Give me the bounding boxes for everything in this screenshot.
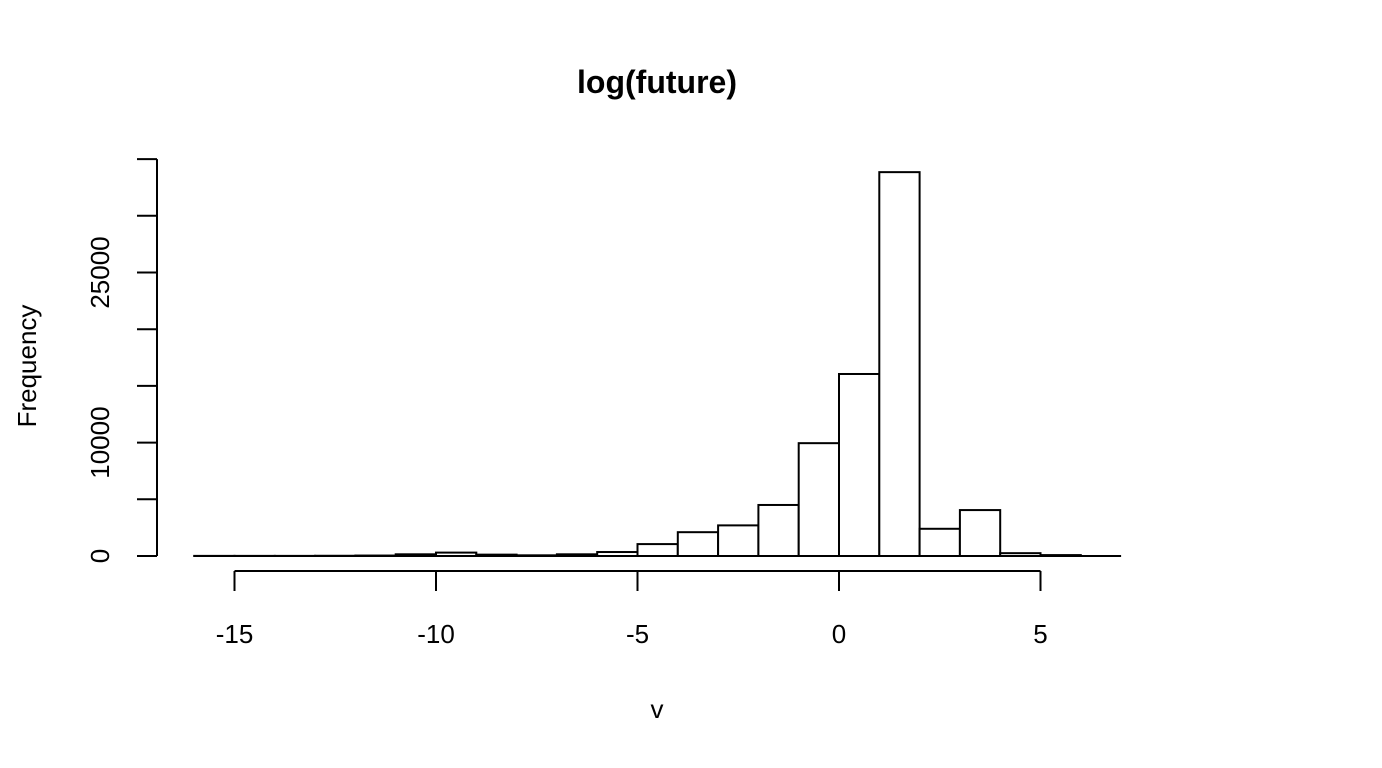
x-tick-label: -15 xyxy=(216,619,254,649)
x-tick-label: 5 xyxy=(1033,619,1047,649)
y-axis: 0 10000 25000 xyxy=(85,158,158,563)
histogram-bar xyxy=(1039,554,1082,557)
x-axis-label: v xyxy=(651,694,664,724)
y-tick-label: 25000 xyxy=(85,236,115,308)
histogram-bar xyxy=(676,531,720,557)
y-axis-label: Frequency xyxy=(12,305,42,428)
y-tick-label: 0 xyxy=(85,549,115,563)
x-tick-label: -10 xyxy=(417,619,455,649)
x-tick-label: -5 xyxy=(626,619,649,649)
y-tick-label: 10000 xyxy=(85,406,115,478)
x-tick-label: 0 xyxy=(832,619,846,649)
bars-group xyxy=(193,171,1122,558)
histogram-bar xyxy=(475,553,518,558)
x-axis: -15 -10 -5 0 5 xyxy=(216,570,1048,649)
histogram-bar xyxy=(394,553,438,558)
histogram-bar xyxy=(757,503,800,557)
histogram-bar xyxy=(878,171,921,558)
histogram-bar xyxy=(717,524,760,558)
histogram-bar xyxy=(515,554,558,557)
histogram-bar xyxy=(435,551,478,558)
histogram-bar xyxy=(636,543,679,558)
histogram-bar xyxy=(918,527,961,557)
histogram-bar xyxy=(838,372,881,558)
chart-title: log(future) xyxy=(577,64,737,100)
histogram-bar xyxy=(999,552,1042,557)
histogram-bar xyxy=(797,442,841,557)
histogram-bar xyxy=(596,551,639,558)
histogram-bar xyxy=(555,553,599,558)
histogram-bar xyxy=(958,509,1002,557)
